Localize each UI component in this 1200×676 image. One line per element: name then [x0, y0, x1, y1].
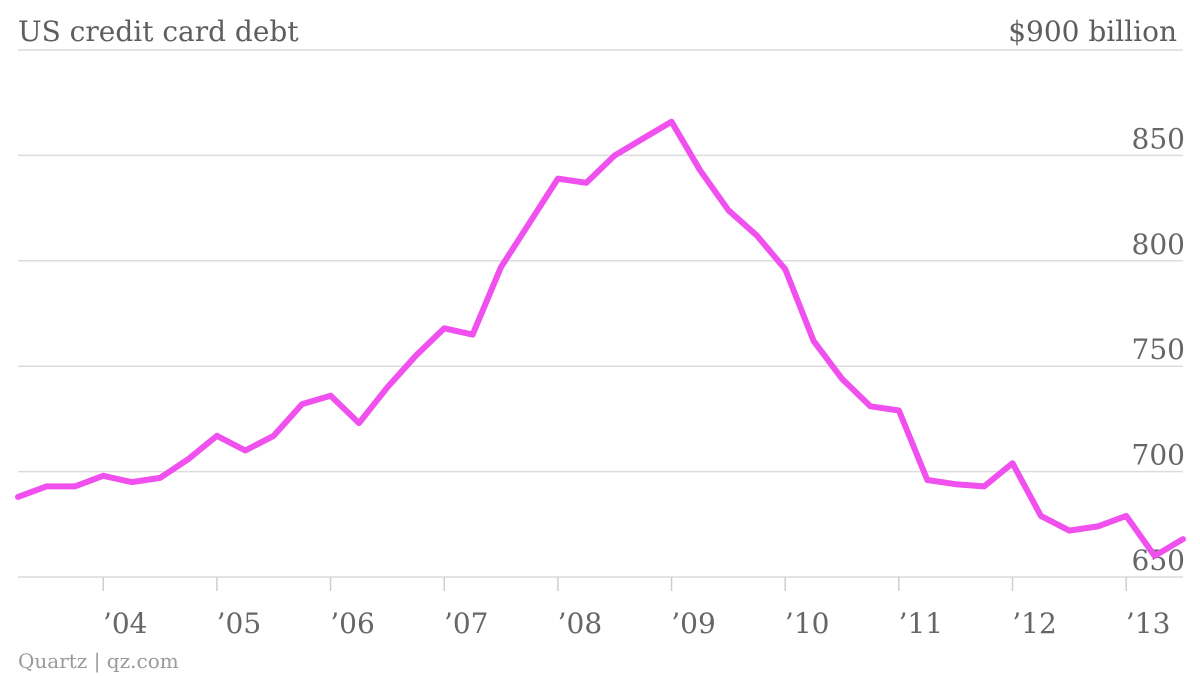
x-tick-label-2009: ’09	[671, 607, 716, 640]
y-tick-label-700: 700	[1132, 439, 1185, 472]
y-tick-label-650: 650	[1132, 544, 1185, 577]
y-axis-unit-label: $900 billion	[1008, 15, 1177, 48]
gridlines	[18, 154, 1183, 578]
series-layer	[15, 118, 1186, 559]
x-tick-label-2006: ’06	[330, 607, 375, 640]
x-axis-ticks: ’04 ’05 ’06 ’07 ’08 ’09 ’10 ’11 ’12 ’13	[102, 577, 1171, 640]
y-tick-label-800: 800	[1132, 228, 1185, 261]
x-tick-label-2007: ’07	[444, 607, 489, 640]
x-tick-label-2010: ’10	[785, 607, 830, 640]
x-tick-label-2004: ’04	[103, 607, 148, 640]
series-line-0	[15, 118, 1186, 559]
source-credit: Quartz | qz.com	[18, 649, 179, 674]
x-tick-label-2005: ’05	[217, 607, 262, 640]
y-axis-ticks: 850 800 750 700 650	[1132, 122, 1185, 577]
x-tick-label-2011: ’11	[899, 607, 944, 640]
chart-title: US credit card debt	[18, 15, 299, 48]
y-tick-label-750: 750	[1132, 333, 1185, 366]
x-tick-label-2008: ’08	[558, 607, 603, 640]
x-tick-label-2012: ’12	[1012, 607, 1057, 640]
x-tick-label-2013: ’13	[1126, 607, 1171, 640]
y-tick-label-850: 850	[1132, 122, 1185, 155]
